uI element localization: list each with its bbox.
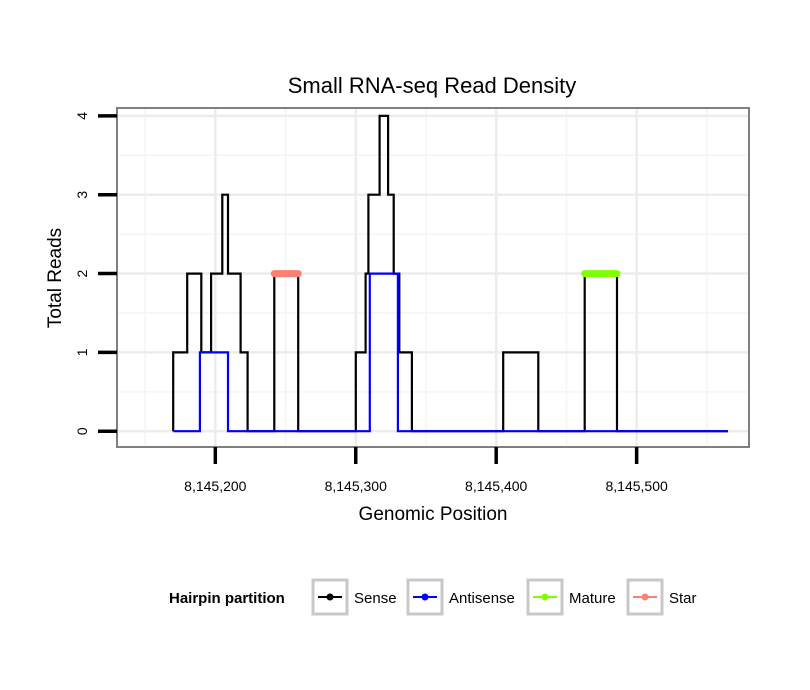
- legend-key-point: [326, 593, 334, 601]
- series-line-antisense: [173, 272, 728, 433]
- series-line-sense: [172, 114, 728, 433]
- legend-item-antisense: Antisense: [406, 578, 515, 616]
- series-layer: [172, 114, 728, 433]
- plot-border: [116, 107, 750, 448]
- legend-key-point: [541, 593, 549, 601]
- y-axis: 0 1 2 3 4: [74, 112, 117, 435]
- legend: Hairpin partition Sense Antisense Mature St…: [169, 578, 697, 616]
- legend-key-point: [641, 593, 649, 601]
- y-tick-label: 2: [74, 269, 90, 277]
- plot-background: [117, 108, 749, 447]
- plot-panel: [116, 107, 750, 448]
- x-tick-label: 8,145,400: [465, 478, 527, 494]
- y-tick-label: 4: [74, 112, 90, 120]
- legend-key-point: [421, 593, 429, 601]
- legend-item-sense: Sense: [311, 578, 397, 616]
- legend-label: Antisense: [449, 590, 515, 607]
- y-tick-label: 1: [74, 348, 90, 356]
- legend-label: Star: [669, 590, 697, 607]
- x-axis: 8,145,200 8,145,300 8,145,400 8,145,500: [184, 447, 668, 494]
- x-tick-label: 8,145,500: [605, 478, 667, 494]
- x-tick-label: 8,145,200: [184, 478, 246, 494]
- y-tick-label: 3: [74, 191, 90, 199]
- legend-title: Hairpin partition: [169, 590, 285, 607]
- legend-item-mature: Mature: [526, 578, 616, 616]
- chart-title: Small RNA-seq Read Density: [288, 73, 577, 98]
- x-axis-title: Genomic Position: [359, 504, 508, 525]
- legend-label: Mature: [569, 590, 616, 607]
- x-tick-label: 8,145,300: [325, 478, 387, 494]
- legend-label: Sense: [354, 590, 397, 607]
- y-tick-label: 0: [74, 427, 90, 435]
- legend-item-star: Star: [626, 578, 697, 616]
- y-axis-title: Total Reads: [45, 228, 66, 328]
- legend-items: Sense Antisense Mature Star: [311, 578, 697, 616]
